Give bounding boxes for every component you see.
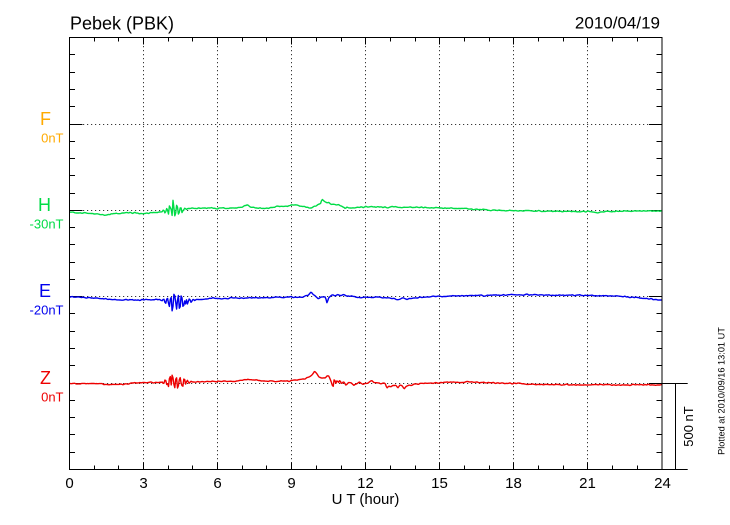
svg-text:0: 0 xyxy=(65,475,73,492)
svg-text:-20nT: -20nT xyxy=(30,303,64,318)
svg-text:H: H xyxy=(38,195,51,215)
svg-text:F: F xyxy=(40,109,51,129)
svg-text:E: E xyxy=(39,281,51,301)
svg-text:0nT: 0nT xyxy=(41,131,63,146)
svg-text:U T (hour): U T (hour) xyxy=(332,491,400,508)
svg-text:Pebek (PBK): Pebek (PBK) xyxy=(70,14,174,34)
svg-text:18: 18 xyxy=(505,475,522,492)
svg-text:12: 12 xyxy=(357,475,374,492)
svg-text:15: 15 xyxy=(431,475,448,492)
svg-text:2010/04/19: 2010/04/19 xyxy=(575,14,660,33)
svg-text:-30nT: -30nT xyxy=(30,217,64,232)
svg-text:0nT: 0nT xyxy=(41,390,63,405)
svg-text:21: 21 xyxy=(579,475,596,492)
svg-text:Plotted at 2010/09/16 13:01 UT: Plotted at 2010/09/16 13:01 UT xyxy=(717,327,727,455)
svg-text:9: 9 xyxy=(287,475,295,492)
svg-text:3: 3 xyxy=(139,475,147,492)
svg-text:500 nT: 500 nT xyxy=(681,406,696,447)
svg-text:24: 24 xyxy=(654,475,671,492)
svg-text:6: 6 xyxy=(213,475,221,492)
svg-text:Z: Z xyxy=(40,368,51,388)
